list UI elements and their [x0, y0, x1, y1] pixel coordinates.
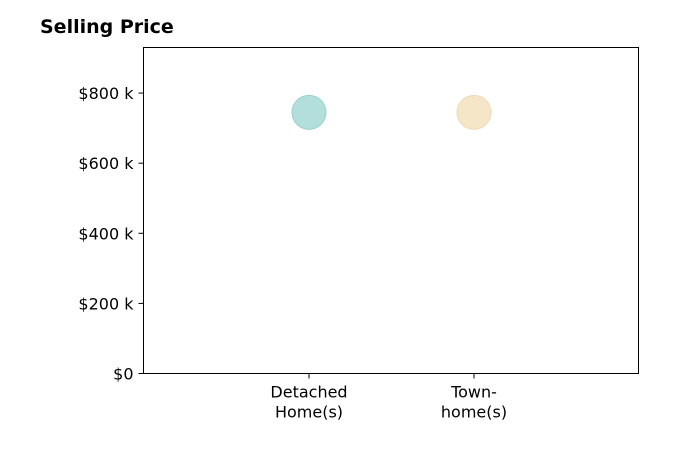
x-axis: Detached Home(s) Town-home(s): [270, 373, 507, 422]
y-tick-label: $600 k: [78, 154, 134, 173]
y-tick-label: $800 k: [78, 84, 134, 103]
data-points: [291, 94, 492, 130]
x-tick-label: Detached Home(s): [270, 383, 347, 422]
y-axis: $0 $200 k $400 k $600 k $800 k: [78, 84, 144, 384]
x-tick-label: Town-home(s): [441, 383, 507, 422]
y-tick-label: $400 k: [78, 224, 134, 243]
data-point: [291, 94, 327, 130]
plot-frame: [143, 47, 639, 374]
chart-title: Selling Price: [40, 16, 174, 38]
y-tick-label: $200 k: [78, 294, 134, 313]
y-tick-label: $0: [113, 365, 133, 384]
data-point: [456, 94, 492, 130]
